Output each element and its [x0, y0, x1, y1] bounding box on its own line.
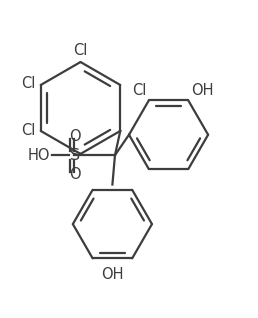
Text: Cl: Cl: [21, 76, 36, 91]
Text: O: O: [69, 128, 81, 143]
Text: Cl: Cl: [73, 43, 88, 58]
Text: OH: OH: [101, 267, 124, 282]
Text: OH: OH: [191, 83, 213, 98]
Text: Cl: Cl: [21, 123, 36, 138]
Text: O: O: [69, 167, 81, 182]
Text: HO: HO: [27, 148, 50, 163]
Text: S: S: [70, 148, 80, 163]
Text: Cl: Cl: [132, 83, 146, 98]
